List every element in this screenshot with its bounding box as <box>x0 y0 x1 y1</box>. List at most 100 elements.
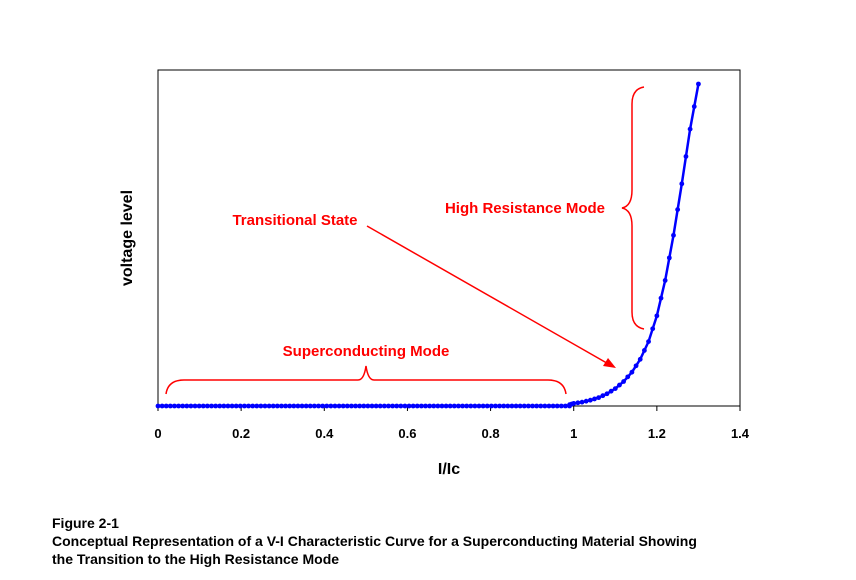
data-point <box>509 403 515 409</box>
annotation-superconducting-mode: Superconducting Mode <box>283 343 450 360</box>
data-point <box>357 403 363 409</box>
data-point <box>221 403 227 409</box>
data-point <box>377 403 383 409</box>
data-point <box>196 403 202 409</box>
data-point <box>237 403 243 409</box>
figure-caption: Figure 2-1 Conceptual Representation of … <box>52 514 842 568</box>
y-axis-title: voltage level <box>119 190 136 286</box>
data-point <box>608 388 614 394</box>
data-point <box>204 403 210 409</box>
data-point <box>217 403 223 409</box>
data-point <box>439 403 445 409</box>
data-point <box>542 403 548 409</box>
data-point <box>563 403 568 409</box>
data-point <box>155 403 161 409</box>
x-axis-title: I/Ic <box>438 461 460 478</box>
data-point <box>353 403 358 409</box>
data-point <box>435 403 441 409</box>
x-tick-label: 0 <box>154 426 161 441</box>
transitional-arrow-line <box>366 225 613 367</box>
data-point <box>209 403 214 409</box>
data-point <box>633 363 639 369</box>
data-point <box>596 395 602 401</box>
data-point <box>283 403 288 409</box>
data-point <box>324 403 330 409</box>
data-point <box>192 403 198 409</box>
data-point <box>299 403 305 409</box>
transitional-arrow-head <box>603 358 616 368</box>
data-point <box>242 403 247 409</box>
data-point <box>468 403 474 409</box>
figure-caption-line-2: the Transition to the High Resistance Mo… <box>52 551 340 567</box>
data-point <box>287 403 293 409</box>
annotation-high-resistance-mode: High Resistance Mode <box>445 200 605 217</box>
data-point <box>410 403 416 409</box>
data-point <box>592 396 597 402</box>
data-point <box>303 403 309 409</box>
data-point <box>229 403 235 409</box>
data-point <box>546 403 552 409</box>
figure-label: Figure 2-1 <box>52 515 119 531</box>
data-point <box>188 403 194 409</box>
data-point <box>683 154 689 159</box>
data-point <box>583 398 589 404</box>
data-point <box>662 278 668 283</box>
data-point <box>451 403 457 409</box>
data-point <box>443 403 449 409</box>
data-point <box>476 403 482 409</box>
data-point <box>386 403 391 409</box>
data-point <box>213 403 219 409</box>
data-point <box>575 400 581 406</box>
x-tick-label: 1.4 <box>731 426 750 441</box>
data-point <box>365 403 371 409</box>
data-point <box>369 403 375 409</box>
data-point <box>163 403 169 409</box>
data-point <box>340 403 346 409</box>
data-point <box>246 403 251 409</box>
x-tick-label: 0.8 <box>482 426 500 441</box>
data-point <box>679 181 685 187</box>
data-point <box>521 403 527 409</box>
data-point <box>250 403 256 409</box>
data-point <box>617 382 622 388</box>
x-tick-label: 1 <box>570 426 577 441</box>
data-point <box>427 403 433 409</box>
data-point <box>176 403 181 409</box>
data-point <box>311 403 317 409</box>
figure-caption-line-1: Conceptual Representation of a V-I Chara… <box>52 533 697 549</box>
high-resistance-brace <box>621 86 645 330</box>
data-point <box>167 403 173 409</box>
x-tick-label: 0.6 <box>398 426 416 441</box>
data-point <box>666 255 672 261</box>
data-point <box>480 403 486 409</box>
data-point <box>398 403 404 409</box>
data-point <box>484 403 490 409</box>
data-point <box>493 403 498 409</box>
x-tick-label: 0.4 <box>315 426 334 441</box>
data-point <box>637 356 643 362</box>
data-point <box>406 403 412 409</box>
data-point <box>373 403 379 409</box>
data-point <box>641 348 647 353</box>
data-point <box>402 403 408 409</box>
data-point <box>394 403 400 409</box>
data-point <box>456 403 461 409</box>
data-point <box>517 403 523 409</box>
data-point <box>184 403 190 409</box>
data-point <box>571 401 577 406</box>
data-point <box>621 379 626 384</box>
data-point <box>361 403 367 409</box>
data-point <box>274 403 280 409</box>
data-point <box>332 403 338 409</box>
data-point <box>658 295 664 301</box>
data-point <box>431 403 437 409</box>
data-point <box>604 391 610 397</box>
vi-characteristic-chart: 0 0.2 0.4 0.6 0.8 1 1.2 1.4 I/Ic voltage level … <box>119 69 750 478</box>
data-point <box>159 403 165 409</box>
data-point <box>488 403 494 409</box>
data-point <box>550 403 556 409</box>
data-point <box>180 403 186 409</box>
data-point <box>650 326 656 332</box>
data-point <box>472 403 478 409</box>
data-point <box>307 403 313 409</box>
